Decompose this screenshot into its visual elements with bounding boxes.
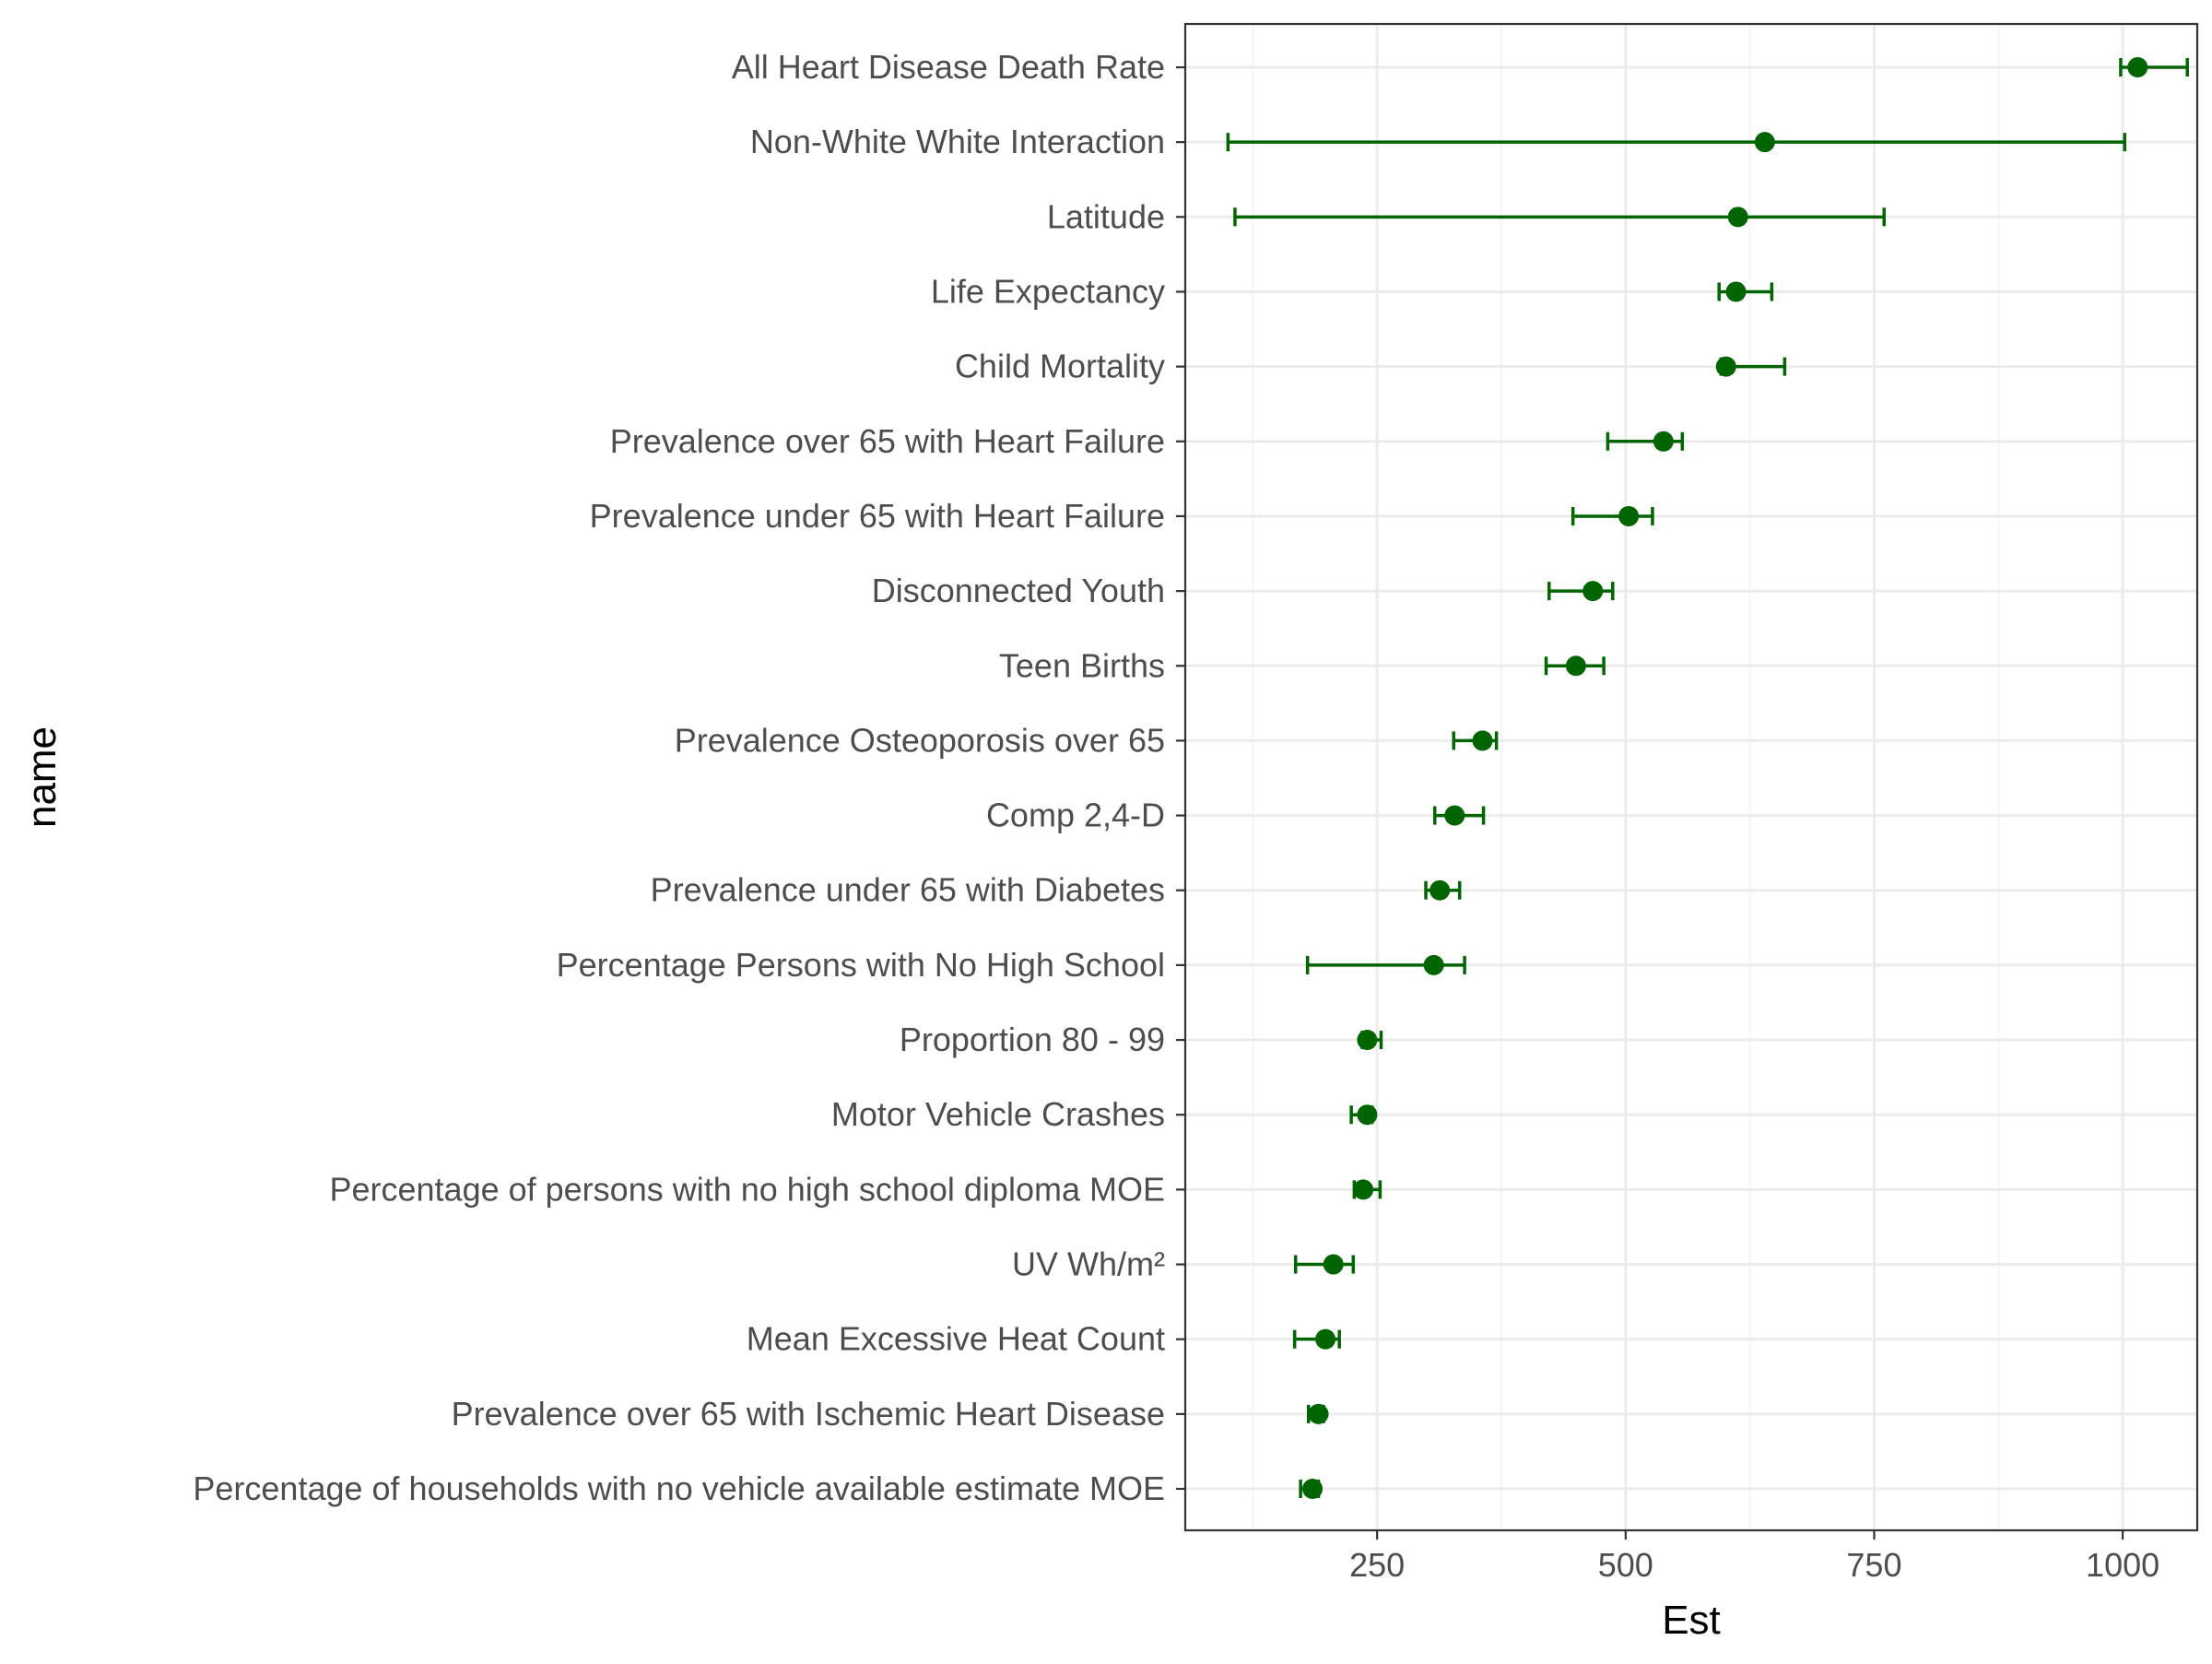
data-row xyxy=(1293,1254,1356,1275)
data-row xyxy=(1226,132,2127,153)
y-tick-label: Comp 2,4-D xyxy=(986,797,1165,834)
y-tick-label: UV Wh/m² xyxy=(1012,1245,1165,1283)
data-point xyxy=(1323,1254,1344,1275)
marks-layer xyxy=(1226,57,2189,1499)
y-tick-label: Prevalence under 65 with Diabetes xyxy=(651,871,1165,909)
data-row xyxy=(1606,431,1685,452)
data-row xyxy=(1352,1179,1382,1200)
grid-layer xyxy=(1185,24,2197,1530)
data-row xyxy=(1233,207,1886,228)
data-point xyxy=(1353,1179,1374,1200)
y-tick-label: Percentage Persons with No High School xyxy=(557,946,1165,984)
data-point xyxy=(1315,1328,1336,1350)
y-tick-label: Disconnected Youth xyxy=(872,572,1165,609)
data-point xyxy=(1430,879,1451,901)
y-tick-label: Teen Births xyxy=(999,646,1165,684)
y-tick-label: Non-White White Interaction xyxy=(750,123,1165,160)
data-row xyxy=(1299,1479,1324,1499)
data-point xyxy=(1357,1104,1378,1126)
y-tick-label: Prevalence over 65 with Heart Failure xyxy=(610,422,1165,460)
data-point xyxy=(1754,132,1775,153)
data-row xyxy=(1715,356,1787,377)
x-tick-label: 750 xyxy=(1846,1546,1901,1584)
data-point xyxy=(1444,805,1465,826)
data-point xyxy=(1302,1479,1324,1499)
y-tick-label: Percentage of households with no vehicle… xyxy=(193,1469,1165,1507)
x-tick-label: 1000 xyxy=(2086,1546,2159,1584)
data-point xyxy=(1725,281,1747,302)
y-tick-label: Prevalence under 65 with Heart Failure xyxy=(590,497,1165,535)
data-point xyxy=(1472,730,1493,751)
y-tick-label: Child Mortality xyxy=(955,348,1165,385)
x-axis-title: Est xyxy=(1662,1598,1721,1643)
plot-panel-border xyxy=(1183,22,2199,1532)
y-tick-label: Percentage of persons with no high schoo… xyxy=(329,1170,1165,1208)
data-point xyxy=(1653,431,1674,452)
y-tick-label: Proportion 80 - 99 xyxy=(900,1021,1165,1058)
data-row xyxy=(1547,581,1615,602)
y-axis-title: name xyxy=(19,726,65,828)
x-tick-label: 250 xyxy=(1349,1546,1405,1584)
data-point xyxy=(1357,1030,1378,1051)
axis-layer: All Heart Disease Death Rate Non-White Wh… xyxy=(193,48,2159,1584)
y-tick-label: All Heart Disease Death Rate xyxy=(732,48,1165,86)
data-point xyxy=(1618,505,1640,526)
y-tick-label: Motor Vehicle Crashes xyxy=(831,1095,1165,1133)
data-point xyxy=(1727,207,1748,228)
data-point xyxy=(1583,581,1604,602)
data-point xyxy=(1423,954,1444,975)
data-row xyxy=(1357,1030,1383,1051)
data-point xyxy=(2127,57,2148,77)
data-row xyxy=(2119,57,2189,77)
data-row xyxy=(1432,805,1486,826)
y-tick-label: Prevalence over 65 with Ischemic Heart D… xyxy=(452,1395,1165,1433)
data-row xyxy=(1292,1328,1341,1350)
y-tick-label: Latitude xyxy=(1047,197,1165,235)
y-tick-label: Prevalence Osteoporosis over 65 xyxy=(675,721,1165,759)
data-row xyxy=(1305,954,1466,975)
x-tick-label: 500 xyxy=(1598,1546,1653,1584)
plot-panel-background xyxy=(1185,24,2197,1530)
data-row xyxy=(1544,655,1606,677)
data-row xyxy=(1452,730,1499,751)
data-row xyxy=(1306,1403,1329,1424)
data-row xyxy=(1349,1104,1378,1126)
data-row xyxy=(1717,281,1774,302)
y-tick-label: Mean Excessive Heat Count xyxy=(747,1320,1165,1358)
data-row xyxy=(1571,505,1654,526)
y-tick-label: Life Expectancy xyxy=(931,272,1165,310)
data-point xyxy=(1308,1403,1329,1424)
data-point xyxy=(1715,356,1736,377)
data-row xyxy=(1424,879,1462,901)
data-point xyxy=(1565,655,1586,677)
